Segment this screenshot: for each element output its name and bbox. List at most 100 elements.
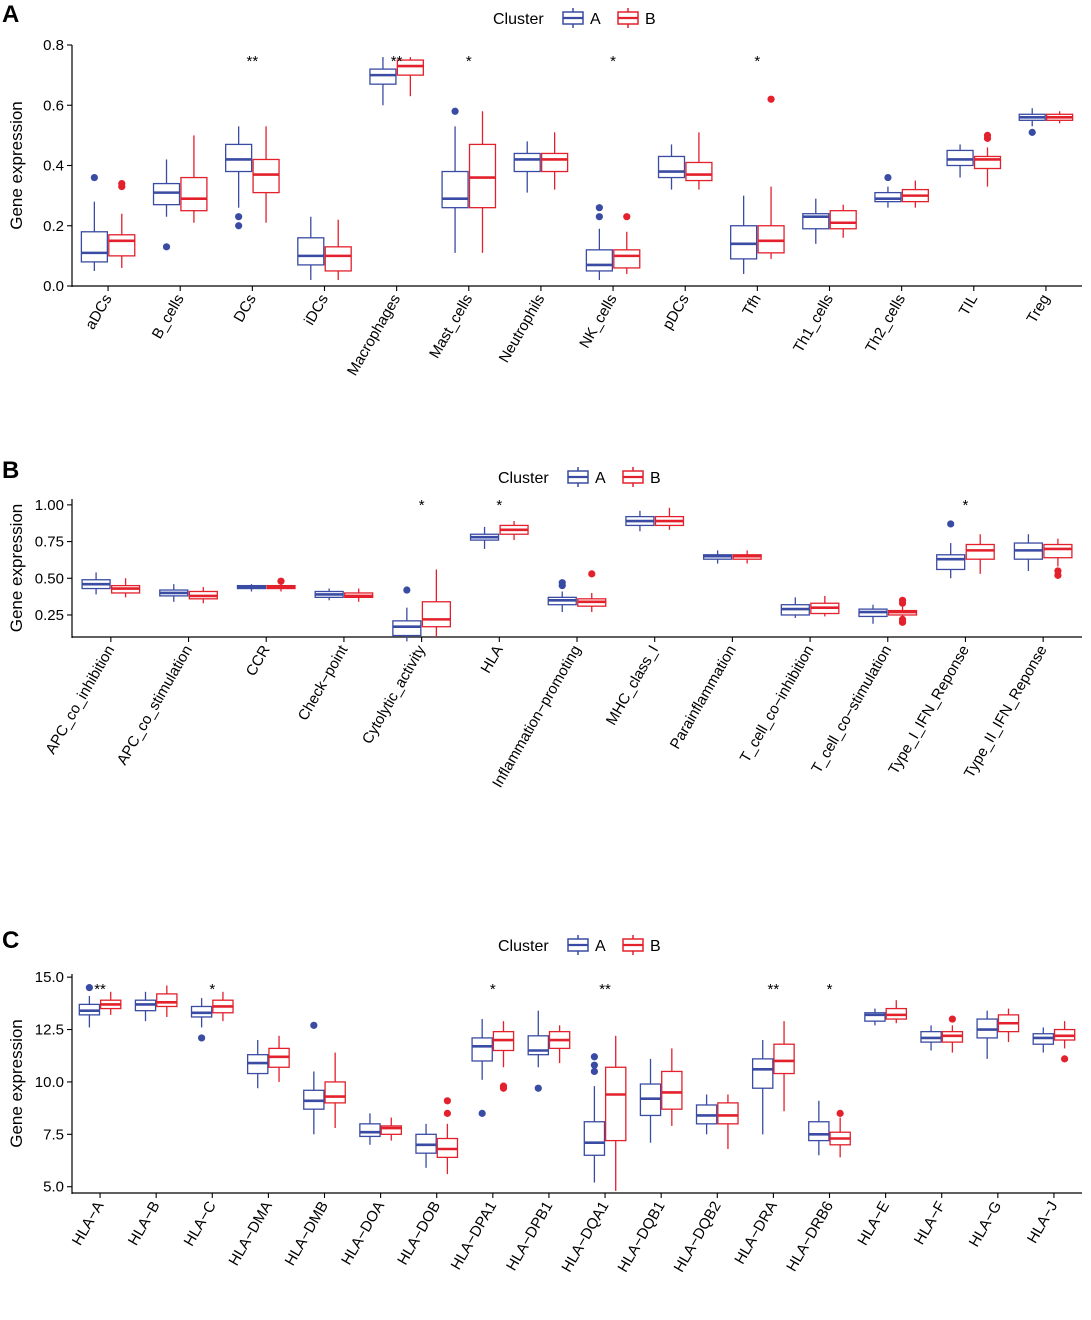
legend-key-a [567,467,589,487]
significance-hla-dra: ** [768,981,780,998]
xtick-label-hla-f: HLA−F [911,1199,949,1248]
outlier-point [534,1084,542,1092]
box-til-a [946,144,974,178]
panel-b: 0.25 0.50 0.75 1.00 Gene expression Cluster A B… [7,467,1082,791]
xtick-label-ccr: CCR [243,642,274,679]
legend-key-b [617,8,639,28]
box-hla-g-a [976,1010,998,1059]
xtick-label-apc-co-stimulation: APC_co_stimulation [114,643,196,768]
outlier-point [558,579,566,587]
xtick-label-parainflammation: Parainflammation [667,643,740,753]
xtick-label-hla-dra: HLA−DRA [731,1199,781,1268]
outlier-point [595,204,603,212]
outlier-point [1061,1055,1069,1063]
xtick-label-adcs: aDCs [82,292,115,333]
panel-c: 5.0 7.5 10.0 12.5 15.0 Gene expression Cluster… [7,935,1082,1275]
outlier-point [90,173,98,182]
box-tfh-b [757,95,785,259]
box-iqr [965,543,995,560]
box-hla-drb6-a [808,1100,830,1156]
panels: 0.0 0.2 0.4 0.6 0.8 Gene expression Cluster A Ba… [7,8,1082,1275]
panel-label-c: C [2,927,19,954]
significance-tfh: * [754,53,760,70]
box-iqr [359,1123,381,1138]
outlier-point [118,179,126,188]
box-hla-c-a [190,998,213,1042]
outlier-point [443,1109,451,1117]
outlier-point [590,1053,598,1061]
panel-a-ytick-label: 0.0 [43,278,64,295]
box-cytolytic-activity-a [392,586,422,642]
xtick-label-hla: HLA [477,643,506,677]
box-hla-f-a [920,1025,942,1051]
box-iqr [541,152,569,173]
significance-hla: * [496,497,502,514]
significance-type-i-ifn-reponse: * [963,497,969,514]
outlier-point [588,570,596,578]
xtick-label-hla-g: HLA−G [966,1199,1006,1250]
box-adcs-a [80,173,108,271]
box-th2-cells-a [874,173,902,208]
xtick-label-dcs: DCs [231,292,260,326]
box-hla-dma-a [246,1040,269,1089]
box-th1-cells-b [829,204,857,238]
xtick-label-tfh: Tfh [739,292,765,319]
box-apc-co-stimulation-b [188,587,218,604]
box-treg-b [1046,111,1074,124]
box-t-cell-co-inhibition-b [810,595,840,617]
box-iqr [297,237,325,266]
outlier-point [590,1067,598,1076]
panel-c-ytick-label: 5.0 [43,1179,64,1196]
box-hla-dma-b [268,1035,290,1082]
box-hla-dob-b [436,1097,459,1175]
box-th1-cells-a [802,198,830,244]
xtick-label-neutrophils: Neutrophils [496,292,549,366]
box-hla-j-a [1032,1027,1055,1053]
outlier-point [235,222,243,230]
significance-hla-a: ** [94,981,106,998]
panel-label-a: A [2,1,19,28]
xtick-label-hla-dqb1: HLA−DQB1 [615,1199,669,1276]
outlier-point [590,1061,598,1069]
panel-a-y-axis-title: Gene expression [7,101,26,230]
panel-b-ytick-label: 0.50 [35,570,64,587]
outlier-point [948,1015,956,1023]
xtick-label-t-cell-co-inhibition: T_cell_co−inhibition [737,643,818,766]
box-iqr [380,1125,403,1135]
box-nk-cells-b [613,213,641,274]
outlier-point [310,1021,318,1029]
box-iqr [730,225,758,260]
significance-dcs: ** [247,53,259,70]
xtick-label-hla-doa: HLA−DOA [338,1199,388,1269]
legend-label-b: B [645,11,656,28]
box-hla-dqa1-b [604,1035,627,1191]
box-iqr [156,993,178,1008]
outlier-point [499,1084,508,1092]
box-type-i-ifn-reponse-b [965,534,995,574]
box-hla-dqb1-b [661,1048,683,1126]
outlier-point [85,984,93,992]
box-pdcs-b [685,132,713,190]
panel-c-ytick-label: 15.0 [35,969,64,986]
box-adcs-b [108,179,136,268]
box-iqr [751,1058,774,1089]
box-hla-dpb1-b [548,1025,571,1064]
xtick-label-hla-dpa1: HLA−DPA1 [448,1199,501,1273]
box-iqr [583,1121,606,1156]
xtick-label-hla-dqa1: HLA−DQA1 [558,1199,612,1276]
box-idcs-b [324,219,352,280]
box-hla-g-b [997,1008,1020,1043]
box-iqr [108,234,136,257]
box-hla-e-a [864,1008,886,1026]
box-iqr [936,554,966,571]
box-iqr [1043,543,1073,559]
significance-cytolytic-activity: * [419,497,425,514]
outlier-point [947,520,955,528]
xtick-label-hla-e: HLA−E [854,1199,893,1249]
panel-b-y-axis-title: Gene expression [7,504,26,633]
box-iqr [864,1012,886,1022]
box-hla-doa-b [380,1117,403,1141]
outlier-point [898,596,907,604]
box-iqr [808,1121,830,1142]
